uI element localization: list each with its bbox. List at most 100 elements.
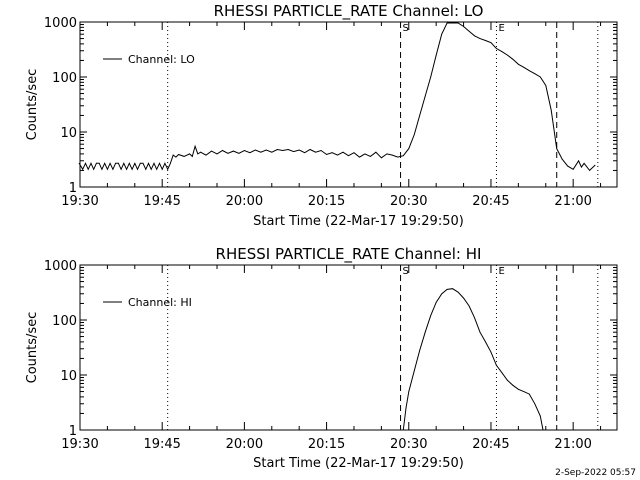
data-point [523,391,525,392]
data-point [82,168,84,170]
data-point [265,149,267,151]
data-point [320,150,322,151]
data-point [282,150,284,151]
data-point [452,288,453,290]
data-point [298,149,300,151]
data-point [542,429,544,431]
data-point [370,156,371,157]
data-point [98,162,100,164]
data-point [348,155,349,157]
data-point [150,168,152,170]
data-point [90,162,92,164]
y-tick-label: 100 [52,71,77,86]
x-tick-label: 21:00 [554,437,591,452]
data-point [589,170,590,171]
data-point [567,165,569,167]
y-tick-label: 100 [52,314,77,329]
data-point [101,168,103,170]
data-point [479,331,481,333]
x-axis-label: Start Time (22-Mar-17 19:29:50) [253,456,464,471]
x-tick-label: 20:45 [472,194,509,209]
data-point [244,150,245,151]
data-point [96,162,97,164]
data-point [391,154,393,156]
data-point [227,152,229,154]
data-point [512,58,514,60]
data-point [139,162,141,164]
data-point [550,109,552,111]
data-point [304,152,306,154]
data-point [197,153,199,155]
data-point [528,393,530,395]
y-tick-label: 1 [69,181,77,196]
y-tick-label: 10 [60,126,77,141]
data-point [496,364,497,366]
data-point [112,168,114,170]
data-point [293,151,295,153]
data-point [128,162,130,164]
data-point [402,429,404,431]
x-axis-label: Start Time (22-Mar-17 19:29:50) [253,214,464,229]
x-tick-label: 19:45 [143,194,180,209]
footer-timestamp: 2-Sep-2022 05:57 [555,468,636,478]
data-point [276,149,278,150]
data-point [260,151,262,153]
data-point [109,162,111,164]
data-point [518,63,519,65]
data-point [115,162,116,164]
data-point [397,156,399,158]
data-point [170,162,171,164]
data-point [545,85,547,86]
data-point [501,51,503,52]
data-point [441,293,443,295]
marker-label: E [498,23,504,34]
data-point [159,162,160,164]
y-axis-label: Counts/sec [25,312,40,384]
data-point [405,407,407,409]
data-point [463,297,464,299]
x-tick-label: 20:15 [308,437,345,452]
data-point [205,154,207,156]
x-tick-label: 20:15 [308,194,345,209]
data-point [167,168,169,170]
data-point [539,76,541,78]
data-point [485,40,486,41]
data-point [178,154,180,155]
data-point [194,145,196,147]
data-point [408,391,410,392]
data-point [131,168,133,170]
x-tick-label: 20:00 [226,194,263,209]
data-point [142,162,144,164]
data-point [430,315,432,316]
data-point [539,415,541,417]
data-point [408,148,410,150]
data-point [175,156,177,158]
data-point [496,48,497,49]
data-point [134,162,136,164]
data-point [107,168,108,170]
data-point [583,162,585,164]
data-point [337,154,338,156]
data-point [479,38,481,39]
data-point [435,54,437,56]
data-point [507,379,508,381]
data-point [118,162,119,164]
data-point [572,168,574,170]
data-point [474,317,475,319]
data-point [402,155,404,157]
chart-panel-0: RHESSI PARTICLE_RATE Channel: LO 1 10 100 10… [25,2,618,229]
data-point [145,168,147,170]
data-point [457,291,459,293]
data-point [490,351,492,353]
data-point [446,289,448,290]
x-tick-label: 20:00 [226,437,263,452]
data-point [183,156,185,157]
y-tick-label: 1000 [44,259,77,274]
data-point [78,162,80,164]
data-point [430,76,432,78]
series-line-0 [78,22,596,172]
data-point [123,162,125,164]
data-point [222,150,223,151]
legend-label: Channel: LO [128,53,195,66]
